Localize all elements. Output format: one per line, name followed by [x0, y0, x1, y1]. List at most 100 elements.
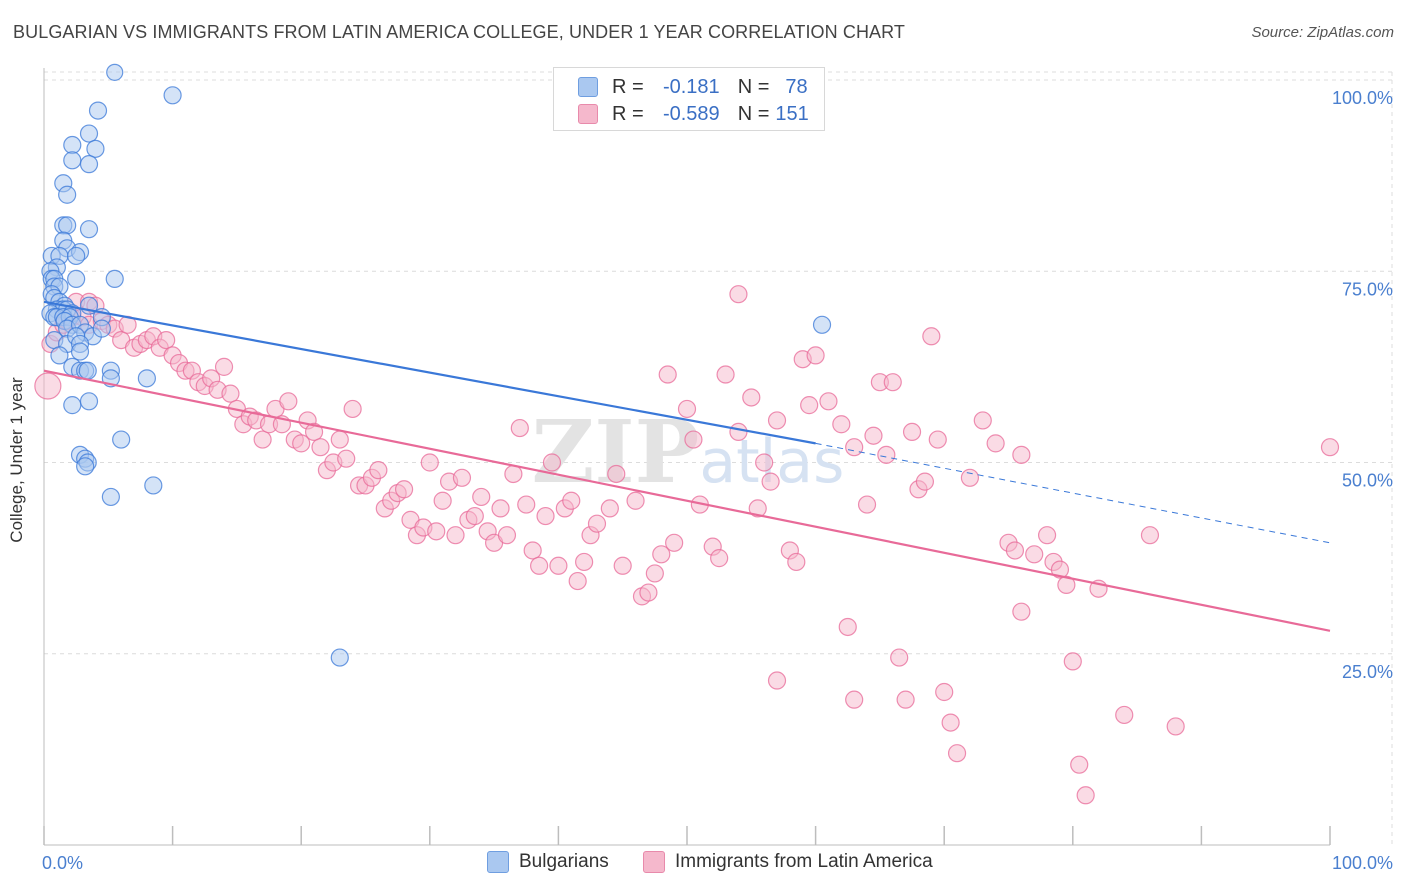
- data-point: [137, 369, 156, 388]
- source-label: Source: ZipAtlas.com: [1251, 24, 1394, 41]
- data-point: [79, 124, 99, 143]
- data-point: [986, 434, 1005, 453]
- data-point: [1166, 717, 1185, 736]
- data-point: [144, 476, 163, 495]
- data-point: [452, 468, 472, 487]
- legend-item-latin-america[interactable]: Immigrants from Latin America: [643, 851, 933, 873]
- data-point: [568, 571, 587, 591]
- data-point: [67, 269, 86, 288]
- stats-legend: R = -0.181 N = 78 R = -0.589 N = 151: [553, 67, 825, 131]
- data-point: [761, 472, 780, 491]
- data-point: [890, 648, 909, 667]
- data-point: [221, 384, 240, 403]
- stats-legend-row-latin-america: R = -0.589 N = 151: [578, 102, 809, 126]
- data-point: [973, 411, 992, 430]
- data-point: [787, 552, 806, 572]
- series-legend: Bulgarians Immigrants from Latin America: [0, 851, 1406, 879]
- pink-swatch: [643, 851, 665, 873]
- data-point: [1005, 541, 1025, 560]
- data-point: [883, 373, 902, 392]
- data-point: [427, 522, 446, 541]
- data-point: [1050, 560, 1070, 579]
- data-point: [542, 453, 562, 472]
- data-point: [63, 151, 82, 170]
- data-point: [106, 63, 124, 81]
- data-point: [92, 319, 111, 338]
- trend-line-latin-america: [43, 369, 1331, 632]
- data-point: [960, 468, 980, 487]
- stats-legend-row-bulgarians: R = -0.181 N = 78: [578, 75, 808, 99]
- data-point: [845, 690, 864, 709]
- x-tick-label-end: 100.0%: [1332, 853, 1393, 873]
- data-point: [536, 506, 555, 526]
- data-point: [864, 426, 883, 445]
- data-point: [902, 422, 922, 441]
- data-point: [330, 430, 349, 449]
- data-point: [600, 499, 619, 518]
- data-point: [465, 506, 484, 526]
- data-point: [941, 713, 960, 732]
- data-point: [337, 449, 356, 468]
- trend-line-bulgarians-extension: [815, 442, 1331, 544]
- data-point: [626, 491, 645, 510]
- data-point: [838, 617, 857, 637]
- data-point: [947, 744, 967, 763]
- data-point: [812, 315, 832, 334]
- data-point: [214, 357, 234, 376]
- data-point: [304, 422, 324, 441]
- data-point: [639, 583, 658, 602]
- data-point: [575, 552, 594, 572]
- y-tick-label: 25.0%: [1342, 662, 1393, 682]
- data-point: [67, 246, 86, 266]
- data-point: [343, 399, 362, 419]
- data-point: [433, 491, 452, 510]
- data-point: [1320, 438, 1340, 457]
- data-point: [935, 682, 954, 702]
- n-value: 78: [785, 75, 808, 98]
- data-point: [658, 365, 677, 384]
- y-tick-label: 100.0%: [1332, 88, 1393, 108]
- pink-swatch: [578, 104, 598, 124]
- data-point: [510, 418, 529, 438]
- data-point: [472, 487, 491, 507]
- data-point: [800, 396, 819, 415]
- data-point: [716, 365, 735, 384]
- data-point: [446, 526, 465, 545]
- r-label: R =: [612, 75, 644, 98]
- data-point: [729, 422, 748, 441]
- data-point: [1076, 786, 1095, 805]
- trend-lines: [43, 300, 1331, 632]
- data-point: [677, 399, 697, 419]
- data-point: [292, 434, 311, 453]
- y-tick-label: 50.0%: [1342, 471, 1393, 491]
- data-point: [1037, 526, 1057, 545]
- data-point: [88, 101, 108, 120]
- r-label: R =: [612, 102, 644, 125]
- data-point: [369, 461, 388, 480]
- data-point: [50, 346, 69, 365]
- data-point: [497, 526, 517, 545]
- data-point: [530, 556, 549, 575]
- data-point: [819, 392, 838, 411]
- data-point: [79, 220, 99, 239]
- data-point: [504, 464, 523, 484]
- data-point: [877, 445, 896, 464]
- data-point: [613, 556, 632, 575]
- data-point: [896, 690, 915, 709]
- data-point: [58, 216, 77, 235]
- data-point: [491, 499, 510, 518]
- data-point: [330, 648, 349, 667]
- legend-label: Immigrants from Latin America: [675, 851, 933, 872]
- data-point: [684, 430, 703, 449]
- data-point: [79, 392, 99, 411]
- n-label: N =: [737, 102, 770, 125]
- legend-item-bulgarians[interactable]: Bulgarians: [487, 851, 609, 873]
- data-point: [112, 430, 131, 449]
- data-point: [748, 499, 767, 518]
- data-point: [70, 342, 90, 361]
- data-point: [63, 396, 82, 415]
- r-value: -0.589: [662, 102, 720, 125]
- data-point: [767, 671, 787, 690]
- n-value: 151: [775, 102, 809, 125]
- data-point: [101, 487, 120, 507]
